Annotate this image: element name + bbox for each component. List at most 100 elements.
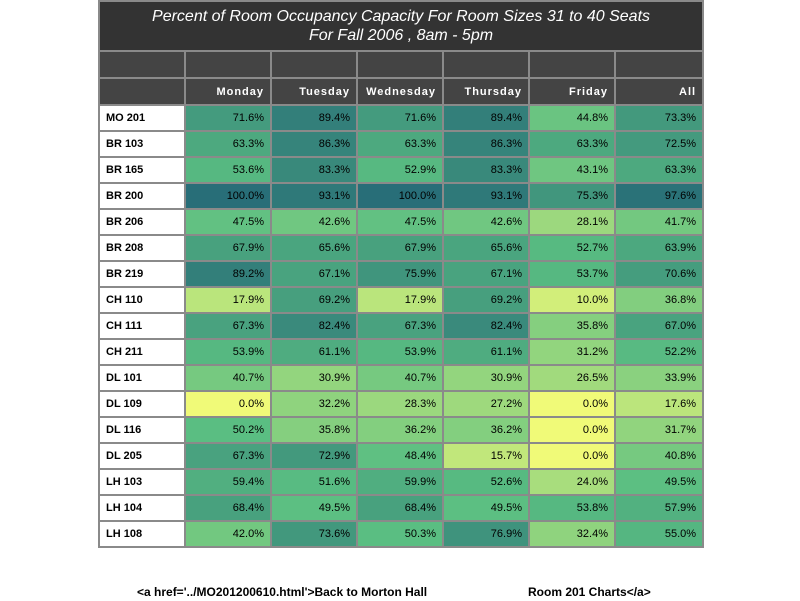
heatmap-cell: 31.7% (613, 416, 705, 444)
table-row: CH 110 17.9% 69.2% 17.9% 69.2% 10.0% 36.8% (98, 286, 705, 314)
table-row: DL 109 0.0% 32.2% 28.3% 27.2% 0.0% 17.6% (98, 390, 705, 418)
heatmap-cell: 36.2% (356, 416, 444, 444)
heatmap-cell: 82.4% (270, 312, 358, 340)
table-row: DL 116 50.2% 35.8% 36.2% 36.2% 0.0% 31.7% (98, 416, 705, 444)
table-row: CH 111 67.3% 82.4% 67.3% 82.4% 35.8% 67.0% (98, 312, 705, 340)
heatmap-cell: 63.9% (613, 234, 705, 262)
blank-header-cell (356, 50, 444, 79)
footer-back-link-text[interactable]: <a href='../MO201200610.html'>Back to Mo… (137, 585, 428, 599)
heatmap-cell: 49.5% (270, 494, 358, 522)
row-label: CH 110 (98, 286, 186, 314)
table-row: DL 101 40.7% 30.9% 40.7% 30.9% 26.5% 33.9% (98, 364, 705, 392)
heatmap-cell: 83.3% (270, 156, 358, 184)
heatmap-cell: 53.8% (528, 494, 616, 522)
heatmap-cell: 30.9% (442, 364, 530, 392)
chart-title-line2: For Fall 2006 , 8am - 5pm (308, 27, 494, 44)
heatmap-cell: 100.0% (184, 182, 272, 210)
heatmap-cell: 0.0% (184, 390, 272, 418)
row-label: DL 205 (98, 442, 186, 470)
row-label: BR 200 (98, 182, 186, 210)
row-label: MO 201 (98, 104, 186, 132)
heatmap-cell: 50.2% (184, 416, 272, 444)
heatmap-cell: 63.3% (613, 156, 705, 184)
table-row: BR 206 47.5% 42.6% 47.5% 42.6% 28.1% 41.7% (98, 208, 705, 236)
heatmap-cell: 50.3% (356, 520, 444, 548)
table-row: MO 201 71.6% 89.4% 71.6% 89.4% 44.8% 73.3% (98, 104, 705, 132)
blank-header-cell (442, 50, 530, 79)
heatmap-cell: 61.1% (270, 338, 358, 366)
row-label: CH 111 (98, 312, 186, 340)
heatmap-cell: 17.6% (613, 390, 705, 418)
heatmap-cell: 82.4% (442, 312, 530, 340)
table-row: BR 208 67.9% 65.6% 67.9% 65.6% 52.7% 63.9% (98, 234, 705, 262)
corner-header-cell (98, 77, 186, 106)
row-label: DL 101 (98, 364, 186, 392)
heatmap-cell: 33.9% (613, 364, 705, 392)
heatmap-cell: 71.6% (184, 104, 272, 132)
heatmap-cell: 69.2% (442, 286, 530, 314)
row-label: LH 104 (98, 494, 186, 522)
heatmap-cell: 0.0% (528, 416, 616, 444)
heatmap-cell: 52.6% (442, 468, 530, 496)
heatmap-cell: 70.6% (613, 260, 705, 288)
heatmap-cell: 10.0% (528, 286, 616, 314)
heatmap-cell: 43.1% (528, 156, 616, 184)
heatmap-cell: 28.1% (528, 208, 616, 236)
heatmap-cell: 67.3% (184, 312, 272, 340)
heatmap-cell: 24.0% (528, 468, 616, 496)
heatmap-cell: 59.9% (356, 468, 444, 496)
heatmap-cell: 30.9% (270, 364, 358, 392)
heatmap-cell: 83.3% (442, 156, 530, 184)
heatmap-cell: 63.3% (528, 130, 616, 158)
heatmap-cell: 52.2% (613, 338, 705, 366)
heatmap-cell: 17.9% (184, 286, 272, 314)
heatmap-cell: 47.5% (356, 208, 444, 236)
chart-title-line1: Percent of Room Occupancy Capacity For R… (152, 8, 651, 25)
heatmap-cell: 48.4% (356, 442, 444, 470)
heatmap-cell: 67.0% (613, 312, 705, 340)
blank-header-cell (98, 50, 186, 79)
heatmap-cell: 72.9% (270, 442, 358, 470)
column-header-monday: Monday (184, 77, 272, 106)
row-label: BR 208 (98, 234, 186, 262)
heatmap-cell: 42.6% (270, 208, 358, 236)
heatmap-cell: 76.9% (442, 520, 530, 548)
table-row: LH 108 42.0% 73.6% 50.3% 76.9% 32.4% 55.0% (98, 520, 705, 548)
heatmap-cell: 73.3% (613, 104, 705, 132)
heatmap-cell: 86.3% (270, 130, 358, 158)
heatmap-cell: 59.4% (184, 468, 272, 496)
blank-header-cell (528, 50, 616, 79)
table-row: LH 103 59.4% 51.6% 59.9% 52.6% 24.0% 49.5% (98, 468, 705, 496)
heatmap-cell: 89.2% (184, 260, 272, 288)
column-header-thursday: Thursday (442, 77, 530, 106)
table-row: DL 205 67.3% 72.9% 48.4% 15.7% 0.0% 40.8% (98, 442, 705, 470)
table-row: CH 211 53.9% 61.1% 53.9% 61.1% 31.2% 52.2% (98, 338, 705, 366)
heatmap-cell: 53.7% (528, 260, 616, 288)
heatmap-cell: 67.9% (356, 234, 444, 262)
table-row: BR 165 53.6% 83.3% 52.9% 83.3% 43.1% 63.3% (98, 156, 705, 184)
heatmap-cell: 53.9% (184, 338, 272, 366)
heatmap-cell: 65.6% (270, 234, 358, 262)
table-row: BR 103 63.3% 86.3% 63.3% 86.3% 63.3% 72.5% (98, 130, 705, 158)
heatmap-cell: 63.3% (356, 130, 444, 158)
heatmap-cell: 42.6% (442, 208, 530, 236)
blank-header-cell (270, 50, 358, 79)
row-label: BR 206 (98, 208, 186, 236)
heatmap-cell: 28.3% (356, 390, 444, 418)
table-row: LH 104 68.4% 49.5% 68.4% 49.5% 53.8% 57.9% (98, 494, 705, 522)
heatmap-cell: 67.1% (442, 260, 530, 288)
heatmap-cell: 89.4% (270, 104, 358, 132)
heatmap-cell: 40.8% (613, 442, 705, 470)
row-label: DL 109 (98, 390, 186, 418)
heatmap-cell: 35.8% (528, 312, 616, 340)
row-label: LH 108 (98, 520, 186, 548)
heatmap-cell: 61.1% (442, 338, 530, 366)
footer-room-charts-text[interactable]: Room 201 Charts</a> (528, 585, 651, 599)
heatmap-cell: 49.5% (442, 494, 530, 522)
column-header-tuesday: Tuesday (270, 77, 358, 106)
heatmap-cell: 53.9% (356, 338, 444, 366)
heatmap-cell: 68.4% (356, 494, 444, 522)
occupancy-heatmap-table: Percent of Room Occupancy Capacity For R… (97, 0, 705, 548)
heatmap-cell: 73.6% (270, 520, 358, 548)
column-header-friday: Friday (528, 77, 616, 106)
